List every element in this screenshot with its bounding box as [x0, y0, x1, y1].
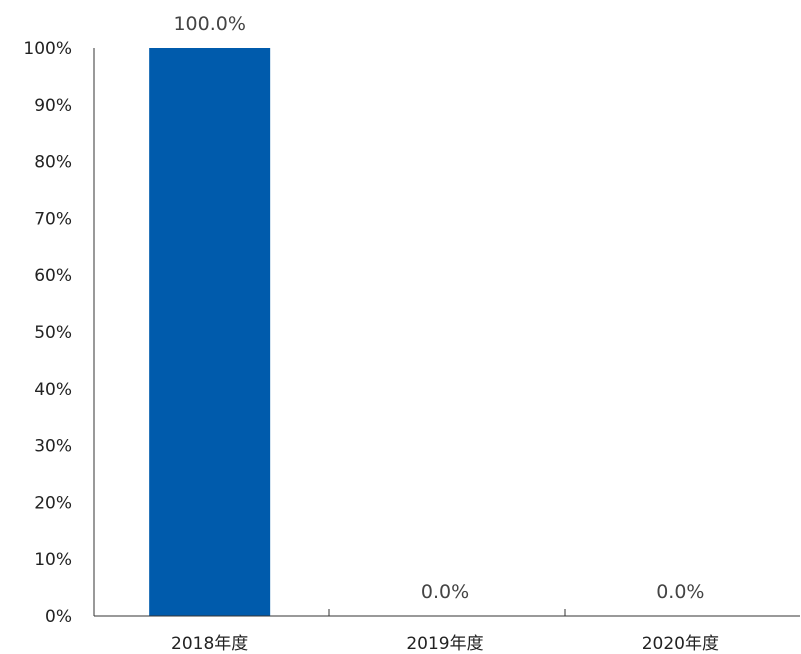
bar [149, 48, 271, 616]
bars [149, 48, 271, 616]
data-labels: 100.0% 0.0% 0.0% [173, 13, 704, 603]
x-category-label: 2019年度 [406, 634, 483, 654]
y-tick-label: 10% [34, 550, 72, 570]
y-tick-label: 70% [34, 209, 72, 229]
x-axis-category-labels: 2018年度 2019年度 2020年度 [171, 634, 719, 654]
y-axis-tick-labels: 0% 10% 20% 30% 40% 50% 60% 70% 80% 90% 100% [23, 39, 72, 627]
x-category-label: 2018年度 [171, 634, 248, 654]
y-tick-label: 60% [34, 266, 72, 286]
y-tick-label: 100% [23, 39, 72, 59]
data-label: 0.0% [656, 581, 704, 603]
y-tick-label: 20% [34, 493, 72, 513]
y-tick-label: 80% [34, 153, 72, 173]
x-axis-tick-marks [328, 609, 566, 616]
y-tick-label: 50% [34, 323, 72, 343]
y-tick-label: 0% [45, 607, 72, 627]
x-category-label: 2020年度 [642, 634, 719, 654]
y-tick-label: 30% [34, 437, 72, 457]
data-label: 0.0% [421, 581, 469, 603]
data-label: 100.0% [173, 13, 245, 35]
y-tick-label: 40% [34, 380, 72, 400]
y-tick-label: 90% [34, 96, 72, 116]
